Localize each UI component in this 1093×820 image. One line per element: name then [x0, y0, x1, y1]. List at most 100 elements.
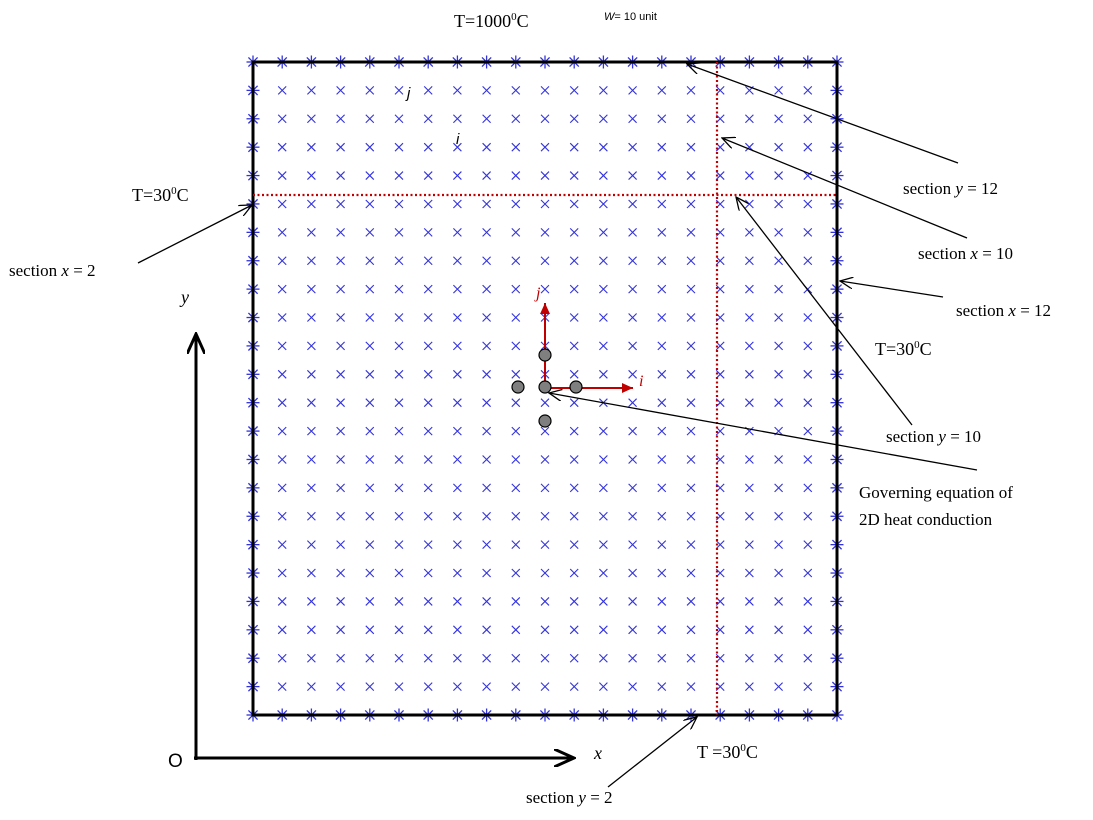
interior-node-marker: [277, 142, 287, 152]
arrow-equation: [549, 393, 978, 471]
interior-node-marker: [540, 455, 550, 464]
interior-node-marker: [511, 455, 521, 464]
interior-node-marker: [628, 369, 637, 379]
interior-node-marker: [803, 86, 813, 95]
interior-node-marker: [511, 256, 521, 266]
interior-node-marker: [657, 142, 667, 152]
interior-node-marker: [628, 171, 637, 180]
interior-node-marker: [774, 256, 783, 266]
interior-node-marker: [628, 511, 637, 521]
interior-node-marker: [628, 114, 637, 124]
interior-node-marker: [277, 682, 287, 691]
interior-node-marker: [628, 86, 637, 95]
interior-node-marker: [511, 426, 521, 436]
y-axis-label: y: [181, 287, 189, 307]
interior-node-marker: [628, 284, 637, 294]
interior-node-marker: [277, 426, 287, 436]
width-label: W= 10 unit: [604, 11, 657, 23]
interior-node-marker: [540, 568, 550, 578]
domain-border: [251, 60, 839, 717]
interior-node-marker: [628, 256, 637, 266]
interior-node-marker: [277, 313, 287, 322]
interior-node-marker: [453, 227, 462, 237]
interior-node-marker: [365, 341, 375, 351]
interior-node-marker: [277, 625, 287, 635]
interior-node-marker: [453, 114, 462, 124]
interior-node-marker: [803, 114, 813, 124]
interior-node-marker: [599, 256, 608, 266]
interior-node-marker: [657, 511, 667, 521]
interior-node-marker: [569, 313, 579, 322]
stencil-node-top: [538, 348, 552, 362]
interior-node-marker: [686, 142, 696, 152]
interior-node-marker: [453, 313, 462, 322]
interior-node-marker: [336, 398, 345, 408]
interior-node-marker: [745, 227, 754, 237]
interior-node-marker: [453, 483, 462, 493]
interior-node-marker: [307, 114, 316, 124]
interior-node-marker: [774, 398, 783, 408]
interior-node-marker: [686, 341, 696, 351]
interior-node-marker: [307, 597, 316, 606]
section-y10-label: section y = 10: [886, 427, 982, 446]
interior-node-marker: [657, 171, 667, 180]
interior-node-marker: [540, 511, 550, 521]
interior-node-marker: [745, 341, 754, 351]
interior-node-marker: [803, 227, 813, 237]
interior-node-marker: [482, 625, 491, 635]
interior-node-marker: [540, 540, 550, 550]
interior-node-marker: [365, 369, 375, 379]
interior-node-marker: [336, 540, 345, 550]
interior-node-marker: [569, 426, 579, 436]
interior-node-marker: [336, 199, 345, 209]
interior-node-marker: [511, 227, 521, 237]
interior-node-marker: [365, 142, 375, 152]
interior-node-marker: [336, 142, 345, 152]
interior-node-marker: [657, 483, 667, 493]
interior-node-marker: [803, 341, 813, 351]
interior-node-marker: [423, 284, 433, 294]
interior-node-marker: [774, 511, 783, 521]
interior-node-marker: [569, 86, 579, 95]
interior-node-marker: [599, 568, 608, 578]
interior-node-marker: [453, 568, 462, 578]
interior-node-marker: [394, 511, 404, 521]
interior-node-marker: [307, 86, 316, 95]
interior-node-marker: [423, 171, 433, 180]
interior-node-marker: [803, 171, 813, 180]
interior-node-marker: [803, 682, 813, 691]
interior-node-marker: [657, 398, 667, 408]
interior-node-marker: [336, 483, 345, 493]
interior-node-marker: [628, 540, 637, 550]
interior-node-marker: [511, 199, 521, 209]
interior-node-marker: [394, 313, 404, 322]
interior-node-marker: [336, 114, 345, 124]
interior-node-marker: [511, 313, 521, 322]
interior-node-marker: [686, 171, 696, 180]
interior-node-marker: [686, 426, 696, 436]
interior-node-marker: [686, 369, 696, 379]
stencil-node-right: [569, 380, 583, 394]
interior-node-marker: [482, 511, 491, 521]
arrow-section-y10: [736, 197, 913, 426]
interior-node-marker: [511, 511, 521, 521]
interior-node-marker: [336, 625, 345, 635]
interior-node-marker: [774, 568, 783, 578]
interior-node-marker: [599, 426, 608, 436]
interior-node-marker: [423, 483, 433, 493]
interior-node-marker: [336, 313, 345, 322]
interior-node-marker: [307, 653, 316, 663]
interior-node-marker: [569, 398, 579, 408]
interior-node-marker: [423, 256, 433, 266]
interior-node-marker: [628, 483, 637, 493]
x-axis-label: x: [594, 743, 602, 763]
interior-node-marker: [307, 568, 316, 578]
interior-node-marker: [336, 426, 345, 436]
bottom-temperature-label: T =300C: [697, 742, 758, 762]
interior-node-marker: [365, 171, 375, 180]
interior-node-marker: [686, 597, 696, 606]
interior-node-marker: [745, 199, 754, 209]
interior-node-marker: [307, 483, 316, 493]
interior-node-marker: [774, 284, 783, 294]
